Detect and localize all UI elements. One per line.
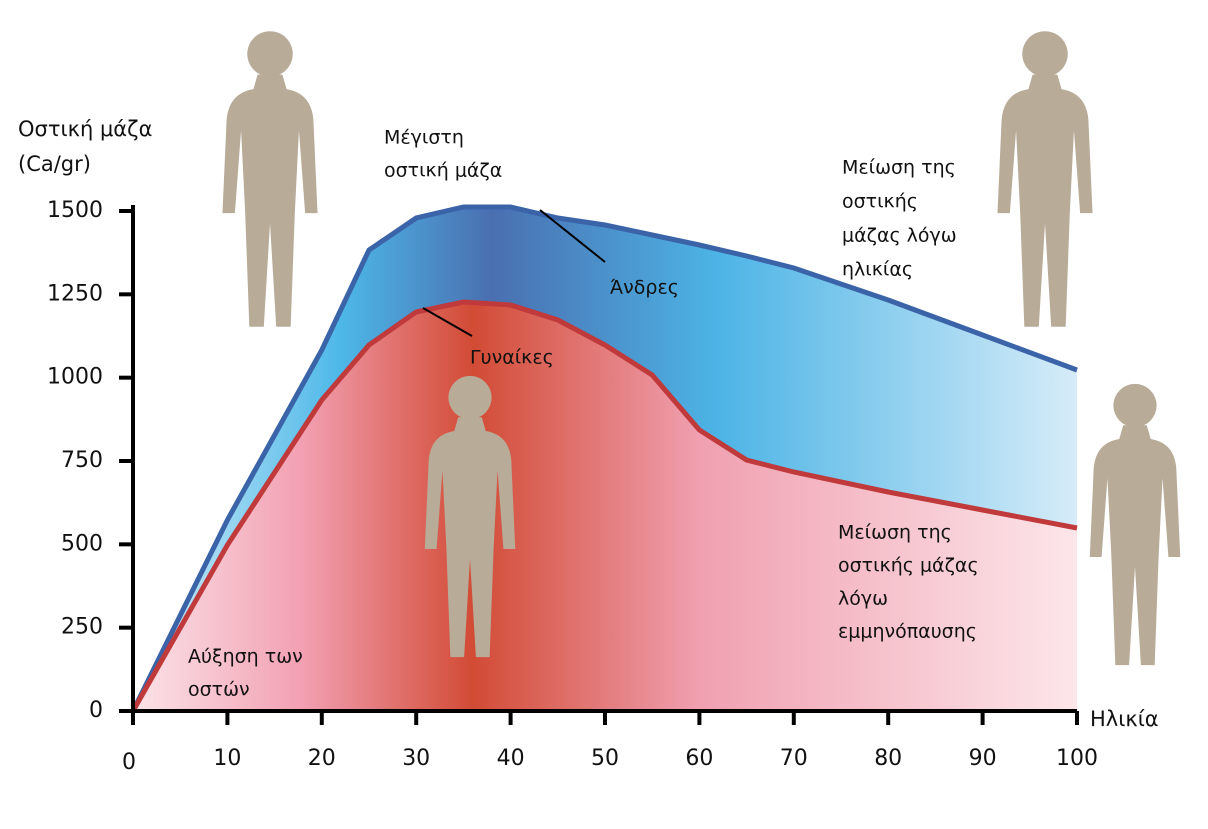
- annotation: οστικής: [842, 191, 918, 213]
- x-tick-label: 50: [591, 746, 619, 771]
- annotation: εμμηνόπαυσης: [838, 621, 977, 643]
- y-axis-unit: (Ca/gr): [18, 152, 91, 176]
- x-tick-label: 10: [213, 746, 241, 771]
- y-axis-title: Οστική μάζα: [18, 117, 152, 141]
- x-tick-label: 0: [122, 750, 136, 775]
- x-tick-label: 30: [402, 746, 430, 771]
- annotation: Μείωση της: [842, 157, 956, 179]
- y-tick-label: 1500: [47, 198, 103, 223]
- y-tick-label: 1000: [47, 365, 103, 390]
- series-label: Γυναίκες: [470, 347, 554, 369]
- annotation: οστική μάζα: [384, 160, 502, 182]
- x-tick-label: 100: [1056, 746, 1098, 771]
- figure-woman: [1089, 383, 1181, 666]
- x-tick-label: 90: [969, 746, 997, 771]
- annotation: μάζας λόγω: [842, 225, 957, 247]
- annotation: Μέγιστη: [384, 127, 464, 149]
- x-tick-label: 40: [497, 746, 525, 771]
- y-tick-label: 1250: [47, 281, 103, 306]
- annotation: Μείωση της: [838, 522, 952, 544]
- plot-area: [130, 204, 1078, 713]
- annotation: Αύξηση των: [188, 646, 303, 668]
- y-tick-label: 750: [61, 448, 103, 473]
- x-tick-label: 60: [685, 746, 713, 771]
- figure-man: [222, 31, 318, 327]
- annotation: λόγω: [838, 588, 888, 610]
- annotation: ηλικίας: [842, 259, 913, 281]
- annotation: οστών: [188, 679, 250, 701]
- x-tick-label: 70: [780, 746, 808, 771]
- series-label: Άνδρες: [610, 277, 679, 299]
- leader-line: [539, 209, 606, 263]
- x-tick-label: 20: [308, 746, 336, 771]
- line: [130, 204, 1078, 713]
- leader-line: [422, 307, 473, 337]
- y-tick-label: 0: [89, 698, 103, 723]
- y-tick-label: 250: [61, 615, 103, 640]
- y-tick-label: 500: [61, 531, 103, 556]
- annotation: οστικής μάζας: [838, 555, 979, 577]
- x-tick-label: 80: [874, 746, 902, 771]
- figure-man: [997, 31, 1093, 327]
- line: [130, 299, 1078, 713]
- x-axis-title: Ηλικία: [1090, 707, 1159, 731]
- area: [133, 302, 1077, 711]
